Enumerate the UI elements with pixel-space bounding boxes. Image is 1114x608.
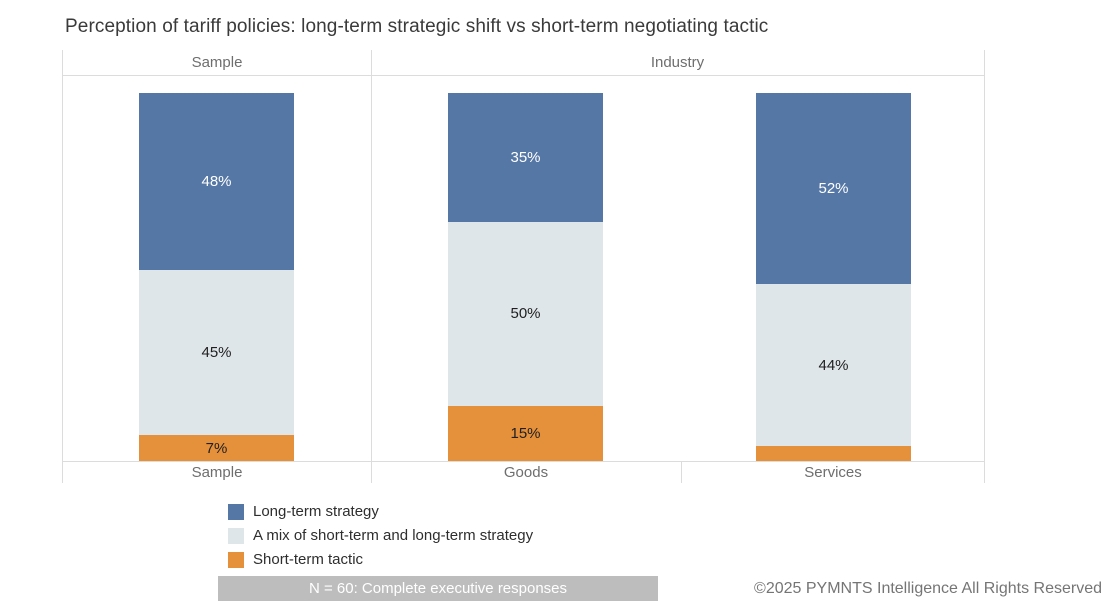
legend: Long-term strategy A mix of short-term a… <box>228 503 533 568</box>
sample-size-note: N = 60: Complete executive responses <box>218 576 658 601</box>
bar-value-label: 44% <box>818 356 849 374</box>
copyright-text: ©2025 PYMNTS Intelligence All Rights Res… <box>754 580 1102 597</box>
bar-value-label: 7% <box>205 439 228 457</box>
legend-swatch-mix <box>228 527 244 544</box>
stacked-bar-sample: 48% 45% 7% <box>139 93 294 461</box>
legend-label: Short-term tactic <box>253 551 364 568</box>
bar-segment: 52% <box>756 93 911 285</box>
bar-value-label: 52% <box>818 180 849 198</box>
legend-item-mix: A mix of short-term and long-term strate… <box>228 527 533 544</box>
bar-segment: 15% <box>448 405 603 461</box>
bar-segment: 50% <box>448 221 603 406</box>
legend-item-short-term: Short-term tactic <box>228 551 533 568</box>
panel-header-row: Sample Industry <box>63 50 984 76</box>
bar-value-label: 45% <box>201 343 232 361</box>
legend-label: Long-term strategy <box>253 503 379 520</box>
bar-value-label: 15% <box>510 424 541 442</box>
bar-segment: 7% <box>139 435 294 461</box>
bar-segment: 35% <box>448 93 603 222</box>
legend-label: A mix of short-term and long-term strate… <box>253 527 534 544</box>
chart-title: Perception of tariff policies: long-term… <box>65 16 769 37</box>
stacked-bar-services: 52% 44% <box>756 93 911 461</box>
legend-swatch-long-term <box>228 503 244 520</box>
legend-swatch-short-term <box>228 551 244 568</box>
bar-segment: 48% <box>139 93 294 270</box>
bar-segment: 45% <box>139 269 294 436</box>
legend-item-long-term: Long-term strategy <box>228 503 533 520</box>
bar-segment: 44% <box>756 284 911 447</box>
panel-header-industry: Industry <box>650 54 705 71</box>
bar-segment <box>756 446 911 461</box>
panel-header-sample: Sample <box>191 54 243 71</box>
x-axis-label-goods: Goods <box>503 464 549 481</box>
bar-value-label: 35% <box>510 148 541 166</box>
chart-area: Sample Industry 48% 45% 7% 35% 50% 15% 52% 44… <box>62 50 985 483</box>
bar-value-label: 50% <box>510 305 541 323</box>
stacked-bar-goods: 35% 50% 15% <box>448 93 603 461</box>
x-axis-label-sample: Sample <box>191 464 243 481</box>
panel-divider-line <box>371 50 372 483</box>
bar-value-label: 48% <box>201 172 232 190</box>
x-axis-label-services: Services <box>681 462 984 483</box>
x-axis-row: Sample Goods Services <box>63 461 984 483</box>
